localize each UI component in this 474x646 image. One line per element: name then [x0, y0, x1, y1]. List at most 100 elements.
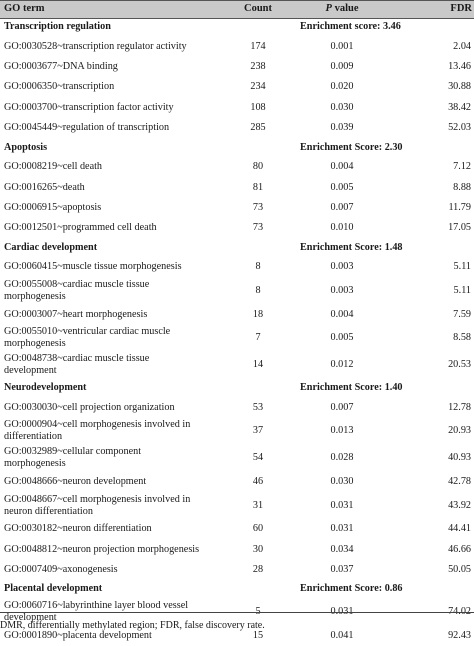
table-row: GO:0030528~transcription regulator activ…: [0, 37, 474, 57]
table-row: GO:0007409~axonogenesis 28 0.037 50.05: [0, 560, 474, 580]
p-value-cell: 0.030: [330, 475, 354, 487]
p-value-cell: 0.030: [330, 101, 354, 113]
count-cell: 15: [252, 630, 264, 642]
go-term-cell: GO:0060716~labyrinthine layer blood vess…: [4, 600, 232, 624]
section-title: Transcription regulation: [4, 21, 111, 32]
go-term-line: GO:0030182~neuron differentiation: [4, 523, 152, 535]
go-term-cell: GO:0007409~axonogenesis: [4, 564, 232, 576]
go-term-cell: GO:0012501~programmed cell death: [4, 222, 232, 234]
section-title: Neurodevelopment: [4, 381, 87, 393]
go-term-cell: GO:0006350~transcription: [4, 81, 232, 93]
go-term-line: GO:0048666~neuron development: [4, 475, 147, 487]
go-term-cell: GO:0008219~cell death: [4, 161, 232, 173]
p-value-cell: 0.031: [330, 606, 354, 618]
enrichment-score: Enrichment Score: 1.48: [300, 241, 403, 253]
fdr-cell: 43.92: [448, 499, 471, 511]
go-term-cell: GO:0055010~ventricular cardiac muscle mor…: [4, 326, 232, 350]
table-row: GO:0012501~programmed cell death 73 0.010 1…: [0, 218, 474, 238]
fdr-cell: 7.12: [453, 161, 471, 173]
p-value-cell: 0.005: [330, 332, 354, 344]
p-value-cell: 0.004: [330, 308, 354, 320]
fdr-cell: 40.93: [448, 452, 471, 464]
go-term-cell: GO:0030528~transcription regulator activ…: [4, 41, 232, 53]
go-term-line: GO:0030030~cell projection organization: [4, 401, 175, 413]
go-term-line: GO:0001890~placenta development: [4, 630, 152, 642]
go-term-line: GO:0030528~transcription regulator activ…: [4, 40, 187, 52]
go-term-cell: GO:0006915~apoptosis: [4, 202, 232, 214]
go-term-line: GO:0003007~heart morphogenesis: [4, 308, 148, 320]
enrichment-score: Enrichment Score: 1.40: [300, 381, 403, 393]
go-term-cell: GO:0045449~regulation of transcription: [4, 122, 232, 134]
fdr-cell: 13.46: [448, 61, 471, 73]
table-row: GO:0032989~cellular component morphogenes…: [0, 445, 474, 472]
table-row: GO:0006350~transcription 234 0.020 30.88: [0, 77, 474, 97]
go-term-line: GO:0006350~transcription: [4, 81, 115, 93]
count-cell: 30: [252, 543, 264, 555]
enrichment-score: Enrichment Score: 2.30: [300, 141, 403, 153]
go-term-line: GO:0048738~cardiac muscle tissue: [4, 353, 150, 365]
p-value-cell: 0.031: [330, 523, 354, 535]
count-cell: 46: [252, 475, 264, 487]
go-term-cell: GO:0016265~death: [4, 182, 232, 194]
count-cell: 53: [252, 401, 264, 413]
p-value-cell: 0.007: [330, 401, 354, 413]
p-value-cell: 0.009: [330, 61, 354, 73]
fdr-cell: 30.88: [448, 81, 471, 93]
fdr-cell: 50.05: [448, 564, 471, 576]
table-header: GO term Count P value FDR: [0, 0, 474, 19]
table-row: GO:0008219~cell death 80 0.004 7.12: [0, 157, 474, 177]
count-cell: 174: [250, 40, 266, 52]
table-row: GO:0003677~DNA binding 238 0.009 13.46: [0, 57, 474, 77]
go-term-line: GO:0016265~death: [4, 181, 85, 193]
fdr-cell: 74.02: [448, 606, 471, 618]
fdr-cell: 11.79: [448, 201, 471, 213]
go-term-line: GO:0032989~cellular component: [4, 446, 142, 458]
table-row: GO:0048666~neuron development 46 0.030 42.7…: [0, 472, 474, 492]
table-row: GO:0003700~transcription factor activity…: [0, 98, 474, 118]
go-term-line: differentiation: [4, 431, 63, 443]
table-row: GO:0030030~cell projection organization 5…: [0, 397, 474, 417]
enrichment-score: Enrichment score: 3.46: [300, 21, 401, 32]
header-go-term: GO term: [4, 3, 45, 14]
go-term-line: GO:0006915~apoptosis: [4, 201, 102, 213]
go-term-line: GO:0012501~programmed cell death: [4, 222, 157, 234]
table-row: GO:0006915~apoptosis 73 0.007 11.79: [0, 198, 474, 218]
count-cell: 37: [252, 425, 264, 437]
fdr-cell: 5.11: [453, 261, 471, 273]
go-term-line: morphogenesis: [4, 291, 66, 302]
fdr-cell: 8.58: [453, 332, 471, 344]
table-row: GO:0060415~muscle tissue morphogenesis 8 0…: [0, 257, 474, 277]
go-term-cell: GO:0048812~neuron projection morphogenes…: [4, 544, 232, 556]
fdr-cell: 12.78: [448, 401, 471, 413]
fdr-cell: 20.53: [448, 359, 471, 371]
fdr-cell: 42.78: [448, 475, 471, 487]
go-term-line: GO:0055008~cardiac muscle tissue: [4, 279, 150, 290]
table-bottom-rule: [0, 612, 474, 613]
p-value-cell: 0.001: [330, 40, 354, 52]
go-term-line: GO:0048667~cell morphogenesis involved i…: [4, 493, 191, 505]
go-term-line: morphogenesis: [4, 338, 66, 350]
p-value-cell: 0.005: [330, 181, 354, 193]
go-term-line: GO:0048812~neuron projection morphogenes…: [4, 543, 200, 555]
count-cell: 285: [250, 122, 266, 134]
count-cell: 234: [250, 81, 266, 93]
count-cell: 73: [252, 222, 264, 234]
fdr-cell: 52.03: [448, 122, 471, 134]
p-value-cell: 0.028: [330, 452, 354, 464]
go-term-line: GO:0000904~cell morphogenesis involved i…: [4, 419, 191, 431]
count-cell: 14: [252, 359, 264, 371]
count-cell: 28: [252, 564, 264, 576]
count-cell: 54: [252, 452, 264, 464]
enrichment-score: Enrichment Score: 0.86: [300, 583, 403, 595]
go-term-cell: GO:0055008~cardiac muscle tissue morphoge…: [4, 279, 232, 303]
go-term-line: GO:0007409~axonogenesis: [4, 564, 118, 576]
table-row: GO:0003007~heart morphogenesis 18 0.004 7.5…: [0, 305, 474, 325]
p-value-cell: 0.003: [330, 261, 354, 273]
count-cell: 5: [224, 606, 292, 618]
fdr-cell: 38.42: [448, 101, 471, 113]
go-term-cell: GO:0060415~muscle tissue morphogenesis: [4, 261, 232, 273]
p-value-cell: 0.034: [330, 543, 354, 555]
count-cell: 80: [252, 161, 264, 173]
go-term-line: neuron differentiation: [4, 505, 93, 517]
fdr-cell: 17.05: [448, 222, 471, 234]
